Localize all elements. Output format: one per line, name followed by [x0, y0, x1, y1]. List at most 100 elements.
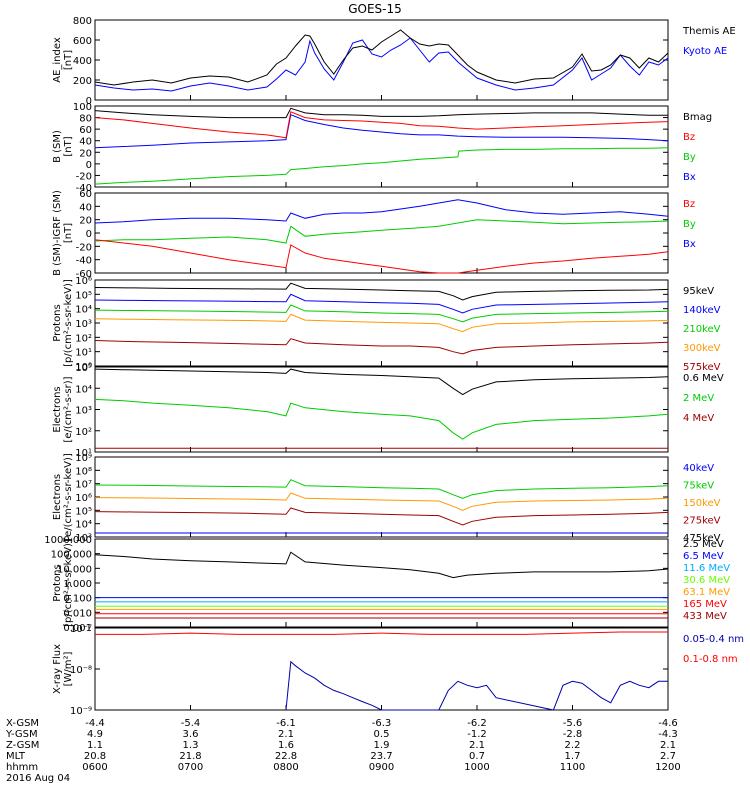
y-axis-label-text: Electrons[e/(cm²-s-sr-keV)] — [52, 453, 74, 541]
legend-entry: 300keV — [683, 343, 721, 354]
series-line-kyoto-ae — [94, 37, 669, 92]
y-tick-label: 0 — [86, 160, 92, 171]
x-axis-value: 0800 — [273, 762, 298, 773]
y-axis-label-text: AE_index[nT] — [52, 37, 74, 83]
y-tick-label: 80 — [79, 114, 92, 125]
y-axis-label-line: [nT] — [63, 50, 74, 70]
y-axis-label-line: [e/(cm²-s-sr-keV)] — [63, 453, 74, 541]
y-axis-label-line: Electrons — [52, 474, 63, 520]
y-tick-label: 0.010 — [63, 608, 92, 619]
y-tick-label: 10⁻⁸ — [70, 665, 92, 676]
series-line-0-1-0-8-nm — [95, 631, 668, 635]
y-tick-label: 10⁵ — [75, 506, 92, 517]
y-axis-label-line: B (SM)-IGRF (SM) — [52, 190, 63, 276]
x-axis-value: -6.3 — [372, 718, 392, 729]
x-axis-value: 1.7 — [565, 751, 581, 762]
x-axis-value: -6.1 — [276, 718, 296, 729]
x-axis-value: 1000 — [464, 762, 489, 773]
panel-6: 10³10⁴10⁵10⁶10⁷10⁸10⁹Electrons[e/(cm²-s-… — [52, 453, 721, 544]
x-axis-value: 4.9 — [87, 729, 103, 740]
legend-entry: 210keV — [683, 324, 721, 335]
series-line-bx — [94, 114, 669, 149]
y-tick-label: 10⁰ — [75, 362, 92, 373]
y-tick-label: 0.100 — [63, 594, 92, 605]
x-axis-value: 1.6 — [278, 740, 294, 751]
y-axis-label: B (SM)[nT] — [52, 130, 74, 163]
x-axis-value: -5.6 — [563, 718, 583, 729]
x-axis-value: 1.1 — [87, 740, 103, 751]
series-line-themis-ae — [94, 29, 669, 86]
x-axis-value: 0600 — [82, 762, 107, 773]
y-axis-label-line: Protons — [52, 304, 63, 341]
y-axis-label-text: B (SM)[nT] — [52, 130, 74, 163]
legend-entry: 275keV — [683, 516, 721, 527]
series-line-2-5-mev — [94, 551, 669, 579]
y-tick-label: 40 — [79, 202, 92, 213]
x-axis-row-label: MLT — [6, 751, 26, 762]
y-tick-label: 60 — [79, 189, 92, 200]
y-tick-label: 600 — [73, 36, 92, 47]
y-tick-label: 10⁷ — [75, 480, 92, 491]
series-line-bz — [94, 239, 669, 274]
series-line-275kev — [94, 507, 669, 526]
y-tick-label: 1.000 — [63, 579, 92, 590]
x-axis-value: 1200 — [655, 762, 680, 773]
series-line-bz — [94, 111, 669, 139]
x-axis-value: -4.3 — [658, 729, 678, 740]
y-axis-label-line: X-ray Flux — [52, 644, 63, 694]
panel-frame — [94, 366, 669, 453]
y-axis-label-line: B (SM) — [52, 130, 63, 163]
y-axis-label: B (SM)-IGRF (SM)[nT] — [52, 190, 74, 276]
legend-entry: 575keV — [683, 362, 721, 373]
y-tick-label: 10⁵ — [75, 290, 92, 301]
y-tick-label: 10⁶ — [75, 276, 92, 287]
x-axis-value: 2.2 — [565, 740, 581, 751]
series-line-bmag — [94, 107, 668, 119]
y-tick-label: -40 — [76, 183, 92, 194]
legend-entry: By — [683, 152, 696, 163]
legend-entry: Themis AE — [682, 26, 736, 37]
legend-entry: 11.6 MeV — [683, 563, 730, 574]
legend-entry: 0.6 MeV — [683, 373, 724, 384]
y-axis-label-line: AE_index — [52, 37, 63, 83]
y-tick-label: 10¹ — [75, 448, 92, 459]
x-axis-value: -6.2 — [467, 718, 487, 729]
legend-entry: 140keV — [683, 305, 721, 316]
legend-entry: 475keV — [683, 533, 721, 544]
y-tick-label: -60 — [76, 269, 92, 280]
x-axis-value: 22.8 — [275, 751, 297, 762]
x-axis-value: -5.4 — [181, 718, 201, 729]
x-axis-value: -4.4 — [85, 718, 105, 729]
x-axis-value: -1.2 — [467, 729, 487, 740]
series-line-95kev — [94, 282, 669, 301]
x-axis-row-label: Z-GSM — [6, 740, 39, 751]
panel-7: 0.001 0.010 0.100 1.000 10.000 100.000 1000.00… — [44, 535, 730, 634]
panel-frame — [94, 192, 669, 274]
y-tick-label: 10⁵ — [75, 363, 92, 374]
x-axis-value: 20.8 — [84, 751, 106, 762]
y-tick-label: 20 — [79, 148, 92, 159]
series-line-bx — [94, 199, 669, 224]
series-line-140kev — [94, 293, 669, 314]
y-tick-label: 10⁻⁹ — [70, 706, 92, 717]
y-tick-label: 10⁴ — [75, 520, 92, 531]
y-tick-label: 400 — [73, 56, 92, 67]
legend-entry: 0.1-0.8 nm — [683, 654, 738, 665]
x-axis-value: 23.7 — [370, 751, 392, 762]
series-line-2-mev — [94, 398, 669, 440]
y-axis-label-line: [W/m²] — [63, 651, 74, 686]
x-axis-value: 0.7 — [469, 751, 485, 762]
y-tick-label: 40 — [79, 137, 92, 148]
x-axis-value: 2.1 — [469, 740, 485, 751]
x-axis-row-label: X-GSM — [6, 718, 39, 729]
y-tick-label: 10⁴ — [75, 384, 92, 395]
y-tick-label: 10⁶ — [75, 493, 92, 504]
x-axis-row-label: Y-GSM — [5, 729, 38, 740]
y-tick-label: 0 — [86, 229, 92, 240]
legend-entry: 150keV — [683, 498, 721, 509]
y-axis-label-text: Electrons[e/(cm²-s-sr)] — [52, 376, 74, 442]
y-tick-label: 100 — [73, 102, 92, 113]
